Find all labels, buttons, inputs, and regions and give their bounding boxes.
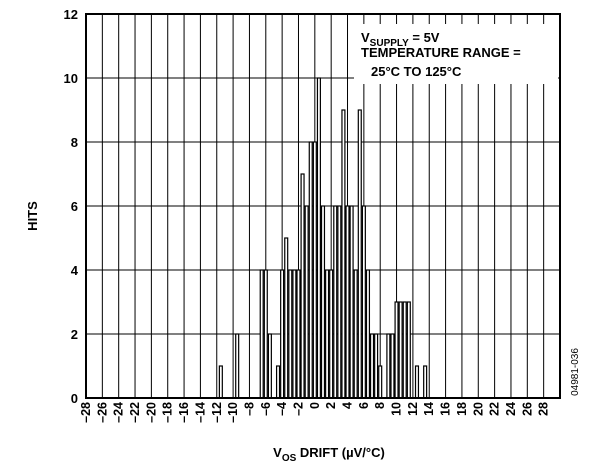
histogram-bar xyxy=(333,205,338,399)
histogram-bar xyxy=(337,205,342,399)
figure-id: 04981-036 xyxy=(570,348,581,396)
histogram-bar xyxy=(300,173,305,399)
histogram-bars xyxy=(218,77,428,399)
x-tick-label: –2 xyxy=(291,402,305,416)
y-tick-label: 6 xyxy=(71,199,78,214)
histogram-bar xyxy=(259,269,264,399)
histogram-bar xyxy=(292,269,297,399)
histogram-bar xyxy=(275,365,281,399)
histogram-bar xyxy=(308,141,313,399)
x-tick-label: 16 xyxy=(439,402,453,416)
x-tick-label: –20 xyxy=(144,402,158,423)
histogram-bar xyxy=(398,301,403,399)
y-tick-labels: 0 2 4 6 8 10 12 xyxy=(64,7,79,406)
annotation-box xyxy=(354,24,558,84)
x-tick-labels: –28 –26 –24 –22 –20 –18 –16 –14 –12 –10 –8 –6 –4 –2 0 2… xyxy=(79,402,551,423)
histogram-bar xyxy=(357,109,362,399)
histogram-bar xyxy=(414,365,420,399)
x-tick-label: –14 xyxy=(193,402,207,423)
x-tick-label: 6 xyxy=(357,402,371,409)
annotation-line-3: 25°C TO 125°C xyxy=(371,64,462,79)
x-tick-label: 26 xyxy=(520,402,534,416)
histogram-bar xyxy=(394,301,399,399)
histogram-bar xyxy=(406,301,411,399)
histogram-bar xyxy=(320,205,326,399)
x-tick-label: 24 xyxy=(504,402,518,416)
annotation-line-1: VSUPPLY = 5V xyxy=(361,30,440,49)
histogram-bar xyxy=(349,205,354,399)
y-tick-label: 4 xyxy=(71,263,79,278)
x-tick-label: 20 xyxy=(471,402,485,416)
histogram-bar xyxy=(267,333,272,399)
x-tick-label: –12 xyxy=(210,402,224,423)
y-tick-label: 2 xyxy=(71,327,78,342)
y-tick-label: 8 xyxy=(71,135,78,150)
x-tick-label: 14 xyxy=(422,402,436,416)
x-tick-label: 18 xyxy=(455,402,469,416)
histogram-bar xyxy=(374,333,379,399)
histogram-bar xyxy=(316,77,321,399)
histogram-bar xyxy=(263,269,268,399)
x-tick-label: –24 xyxy=(112,402,126,423)
histogram-bar xyxy=(386,333,391,399)
x-tick-label: –10 xyxy=(226,402,240,423)
y-tick-label: 0 xyxy=(71,391,78,406)
histogram-bar xyxy=(341,109,346,399)
x-tick-label: 28 xyxy=(537,402,551,416)
x-axis-label: VOS DRIFT (µV/°C) xyxy=(273,445,385,464)
x-tick-label: –8 xyxy=(242,402,256,416)
x-tick-label: 10 xyxy=(390,402,404,416)
histogram-bar xyxy=(353,269,358,399)
x-tick-label: –16 xyxy=(177,402,191,423)
histogram-bar xyxy=(312,141,317,399)
histogram-bar xyxy=(304,205,309,399)
y-tick-label: 12 xyxy=(64,7,78,22)
histogram-bar xyxy=(280,269,285,399)
x-tick-label: 2 xyxy=(324,402,338,409)
histogram-bar xyxy=(365,269,371,399)
x-tick-label: –18 xyxy=(161,402,175,423)
x-tick-label: –28 xyxy=(79,402,93,423)
histogram-bar xyxy=(325,269,330,399)
annotation-line-2: TEMPERATURE RANGE = xyxy=(361,45,521,60)
histogram-bar xyxy=(235,333,240,399)
histogram-bar xyxy=(361,205,366,399)
histogram-bar xyxy=(288,269,293,399)
histogram-bar xyxy=(390,333,395,399)
x-tick-label: –26 xyxy=(95,402,109,423)
y-tick-label: 10 xyxy=(64,71,78,86)
histogram-bar xyxy=(296,269,301,399)
histogram-bar xyxy=(329,269,334,399)
x-tick-label: 4 xyxy=(341,402,355,409)
y-axis-label: HITS xyxy=(25,201,40,231)
histogram-bar xyxy=(218,365,223,399)
histogram-bar xyxy=(378,365,383,399)
histogram-bar xyxy=(402,301,407,399)
histogram-bar xyxy=(345,205,350,399)
histogram-bar xyxy=(423,365,428,399)
x-tick-label: –4 xyxy=(275,402,289,416)
x-tick-label: 12 xyxy=(406,402,420,416)
histogram-bar xyxy=(369,333,375,399)
x-tick-label: 8 xyxy=(373,402,387,409)
plot-frame xyxy=(85,13,561,399)
x-tick-label: –6 xyxy=(259,402,273,416)
x-tick-label: 0 xyxy=(308,402,322,409)
histogram-bar xyxy=(284,237,289,399)
x-tick-label: –22 xyxy=(128,402,142,423)
x-tick-label: 22 xyxy=(488,402,502,416)
